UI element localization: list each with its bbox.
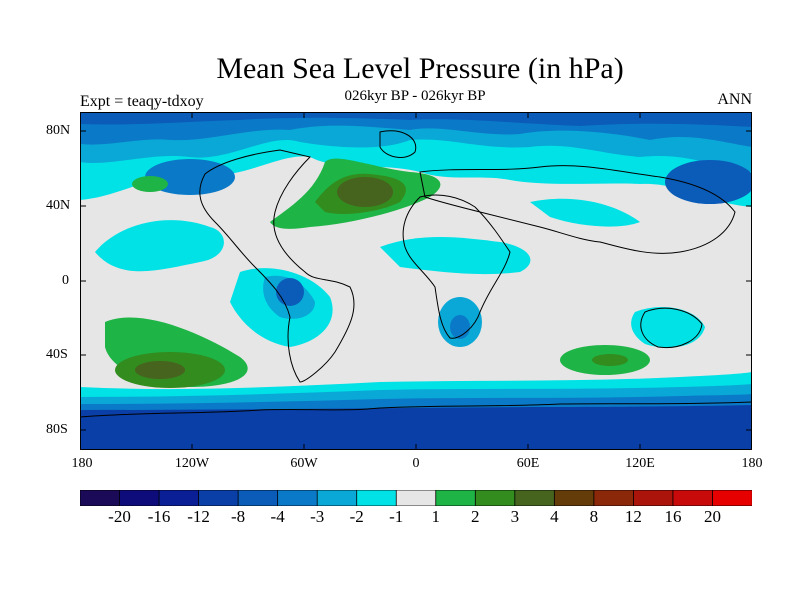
colorbar-label: -4 [270, 507, 285, 526]
colorbar-swatch [553, 490, 595, 506]
colorbar-swatch [119, 490, 160, 506]
x-tick-label: 0 [412, 456, 420, 471]
colorbar-label: 20 [703, 507, 721, 526]
colorbar-label: 8 [589, 507, 599, 526]
field-sp-olive [135, 361, 185, 379]
x-tick-label: 180 [741, 456, 763, 471]
x-tick-label: 60W [290, 456, 318, 471]
colorbar-swatch [395, 490, 437, 506]
colorbar-swatch [237, 490, 279, 506]
colorbar-swatch [277, 490, 318, 506]
colorbar-label: 2 [471, 507, 480, 526]
colorbar-label: 3 [510, 507, 520, 526]
colorbar-swatch [80, 490, 121, 506]
field-asia-cyan [530, 198, 640, 227]
colorbar-label: -8 [231, 507, 246, 526]
field-africa-mid [450, 315, 470, 339]
colorbar-swatch [435, 490, 476, 506]
colorbar-swatch [712, 490, 752, 506]
field-pacific-low [145, 159, 235, 195]
colorbar-swatch [356, 490, 397, 506]
field-trop-atlantic [380, 237, 531, 275]
x-tick-label: 180 [71, 456, 93, 471]
field-pacific-green [132, 176, 168, 192]
y-tick-label: 80N [46, 123, 71, 138]
field-trop-pacific [95, 220, 224, 272]
colorbar-swatch [672, 490, 714, 506]
colorbar-swatch [514, 490, 556, 506]
colorbar-label: -16 [147, 507, 171, 526]
season-label: ANN [717, 91, 752, 108]
y-tick-label: 80S [46, 422, 68, 437]
colorbar-swatch [593, 490, 635, 506]
colorbar-label: -2 [349, 507, 364, 526]
map-ticks [80, 112, 752, 450]
field-io-dgreen [592, 354, 628, 366]
pressure-map [80, 112, 752, 450]
chart-subtitle: 026kyr BP - 026kyr BP [344, 88, 486, 104]
y-tick-label: 40N [46, 198, 71, 213]
colorbar-label: 1 [431, 507, 441, 526]
colorbar-label: 4 [550, 507, 559, 526]
colorbar-swatch [474, 490, 516, 506]
field-sa-deep [276, 278, 304, 306]
colorbar-label: -3 [310, 507, 325, 526]
colorbar [80, 490, 752, 506]
colorbar-swatch [198, 490, 239, 506]
field-nw-pacific-low [665, 160, 752, 204]
y-tick-label: 40S [46, 347, 68, 362]
field-south-deep [80, 405, 752, 450]
colorbar-label: -20 [108, 507, 131, 526]
field-atlantic-olive [337, 177, 393, 207]
colorbar-swatch [158, 490, 200, 506]
colorbar-label: 12 [624, 507, 642, 526]
colorbar-label: -1 [389, 507, 404, 526]
chart-title: Mean Sea Level Pressure (in hPa) [216, 52, 624, 85]
colorbar-label: -12 [187, 507, 210, 526]
experiment-label: Expt = teaqy-tdxoy [80, 93, 204, 110]
x-tick-label: 120E [625, 456, 655, 471]
colorbar-swatch [633, 490, 674, 506]
coastlines [80, 130, 752, 418]
y-tick-label: 0 [62, 273, 69, 288]
field-aus-cyan [631, 307, 705, 348]
field-north-deep [80, 112, 752, 127]
x-tick-label: 60E [516, 456, 540, 471]
colorbar-label: 16 [664, 507, 682, 526]
x-tick-label: 120W [174, 456, 210, 471]
colorbar-swatch [316, 490, 358, 506]
